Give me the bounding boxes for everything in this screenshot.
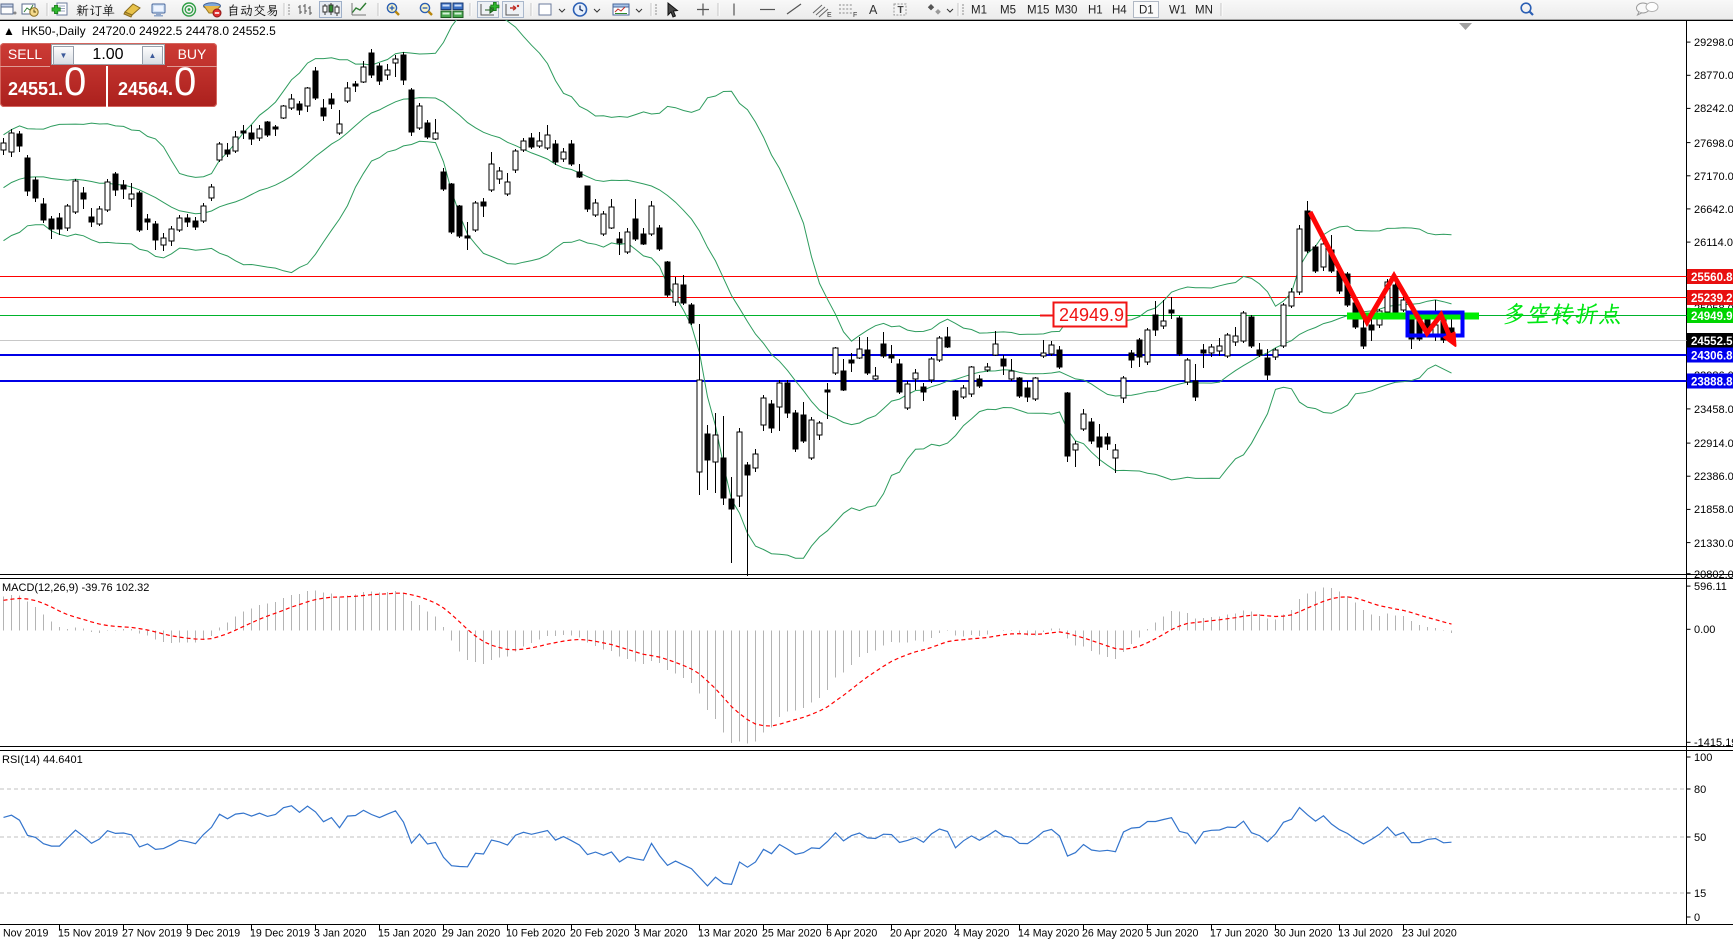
svg-text:3 Jan 2020: 3 Jan 2020 <box>314 928 367 940</box>
svg-text:23888.8: 23888.8 <box>1691 377 1733 389</box>
svg-text:21330.0: 21330.0 <box>1694 538 1733 550</box>
svg-text:14 May 2020: 14 May 2020 <box>1018 928 1079 940</box>
svg-text:M5: M5 <box>1000 5 1016 17</box>
svg-text:22914.0: 22914.0 <box>1694 438 1733 450</box>
svg-text:22386.0: 22386.0 <box>1694 471 1733 483</box>
svg-text:23458.0: 23458.0 <box>1694 404 1733 416</box>
svg-text:28770.0: 28770.0 <box>1694 70 1733 82</box>
svg-text:29298.0: 29298.0 <box>1694 37 1733 49</box>
svg-text:15 Nov 2019: 15 Nov 2019 <box>58 928 118 940</box>
svg-text:9 Dec 2019: 9 Dec 2019 <box>186 928 240 940</box>
svg-text:27 Nov 2019: 27 Nov 2019 <box>122 928 182 940</box>
svg-text:M1: M1 <box>971 5 987 17</box>
svg-text:10 Feb 2020: 10 Feb 2020 <box>506 928 566 940</box>
svg-text:596.11: 596.11 <box>1694 581 1727 593</box>
svg-text:23 Jul 2020: 23 Jul 2020 <box>1402 928 1457 940</box>
svg-text:24949.9: 24949.9 <box>1059 305 1124 325</box>
svg-text:4 May 2020: 4 May 2020 <box>954 928 1009 940</box>
svg-text:13 Jul 2020: 13 Jul 2020 <box>1338 928 1393 940</box>
svg-text:21858.0: 21858.0 <box>1694 504 1733 516</box>
svg-text:15: 15 <box>1694 888 1706 900</box>
svg-text:29 Jan 2020: 29 Jan 2020 <box>442 928 500 940</box>
svg-text:6 Apr 2020: 6 Apr 2020 <box>826 928 877 940</box>
svg-text:5 Jun 2020: 5 Jun 2020 <box>1146 928 1199 940</box>
svg-text:RSI(14) 44.6401: RSI(14) 44.6401 <box>2 754 83 766</box>
svg-text:25239.2: 25239.2 <box>1691 293 1733 305</box>
svg-text:100: 100 <box>1694 752 1712 764</box>
svg-text:F: F <box>853 12 857 19</box>
svg-text:26642.0: 26642.0 <box>1694 204 1733 216</box>
svg-text:27170.0: 27170.0 <box>1694 171 1733 183</box>
svg-text:17 Jun 2020: 17 Jun 2020 <box>1210 928 1268 940</box>
svg-text:W1: W1 <box>1169 5 1186 17</box>
svg-text:20 Feb 2020: 20 Feb 2020 <box>570 928 630 940</box>
svg-text:26 May 2020: 26 May 2020 <box>1082 928 1143 940</box>
svg-text:H1: H1 <box>1088 5 1103 17</box>
svg-text:-1415.19: -1415.19 <box>1694 737 1733 749</box>
svg-text:15 Jan 2020: 15 Jan 2020 <box>378 928 436 940</box>
svg-text:E: E <box>827 12 832 19</box>
svg-text:80: 80 <box>1694 784 1706 796</box>
svg-text:24949.9: 24949.9 <box>1691 311 1733 323</box>
svg-text:13 Mar 2020: 13 Mar 2020 <box>698 928 758 940</box>
svg-text:3 Mar 2020: 3 Mar 2020 <box>634 928 688 940</box>
svg-text:A: A <box>869 3 878 17</box>
svg-text:30 Jun 2020: 30 Jun 2020 <box>1274 928 1332 940</box>
svg-text:28242.0: 28242.0 <box>1694 103 1733 115</box>
svg-text:50: 50 <box>1694 832 1706 844</box>
svg-text:20 Apr 2020: 20 Apr 2020 <box>890 928 947 940</box>
svg-text:H4: H4 <box>1112 5 1127 17</box>
svg-text:19 Dec 2019: 19 Dec 2019 <box>250 928 310 940</box>
svg-text:20802.0: 20802.0 <box>1694 569 1733 581</box>
svg-text:24552.5: 24552.5 <box>1691 336 1733 348</box>
svg-text:0: 0 <box>1694 912 1700 924</box>
svg-text:T: T <box>898 5 904 16</box>
svg-text:M30: M30 <box>1055 5 1077 17</box>
svg-text:M15: M15 <box>1027 5 1049 17</box>
svg-text:Nov 2019: Nov 2019 <box>3 928 48 940</box>
svg-text:25 Mar 2020: 25 Mar 2020 <box>762 928 822 940</box>
svg-text:25560.8: 25560.8 <box>1691 272 1733 284</box>
svg-text:MACD(12,26,9) -39.76 102.32: MACD(12,26,9) -39.76 102.32 <box>2 582 149 594</box>
svg-text:27698.0: 27698.0 <box>1694 138 1733 150</box>
svg-text:D1: D1 <box>1139 5 1154 17</box>
svg-text:MN: MN <box>1195 5 1213 17</box>
svg-text:0.00: 0.00 <box>1694 624 1715 636</box>
svg-text:24306.8: 24306.8 <box>1691 351 1733 363</box>
svg-text:26114.0: 26114.0 <box>1694 237 1733 249</box>
